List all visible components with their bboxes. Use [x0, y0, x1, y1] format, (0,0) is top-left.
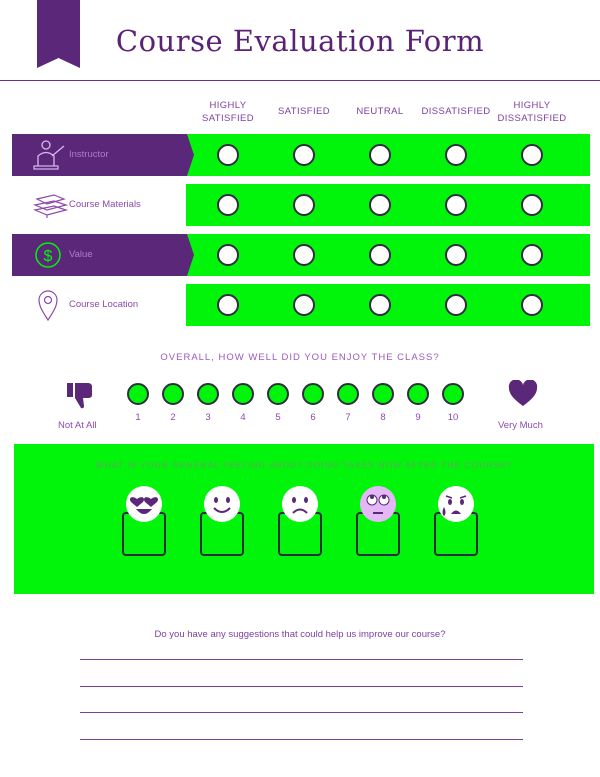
col-satisfied: SATISFIED [278, 106, 330, 117]
teacher-icon [33, 140, 65, 170]
page-title: Course Evaluation Form [115, 24, 485, 58]
scale-option-1[interactable] [127, 383, 149, 405]
scale-number: 6 [310, 412, 316, 423]
scale-option-3[interactable] [197, 383, 219, 405]
radio-instructor-highly-dissatisfied[interactable] [521, 144, 543, 166]
radio-value-highly-satisfied[interactable] [217, 244, 239, 266]
radio-materials-highly-dissatisfied[interactable] [521, 194, 543, 216]
radio-value-dissatisfied[interactable] [445, 244, 467, 266]
scale-number: 10 [447, 412, 459, 423]
col-highly-satisfied: HIGHLY SATISFIED [202, 100, 254, 124]
scale-option-9[interactable] [407, 383, 429, 405]
radio-location-highly-dissatisfied[interactable] [521, 294, 543, 316]
radio-value-satisfied[interactable] [293, 244, 315, 266]
header-divider [0, 80, 600, 81]
scale-number: 7 [345, 412, 351, 423]
radio-instructor-neutral[interactable] [369, 144, 391, 166]
radio-instructor-dissatisfied[interactable] [445, 144, 467, 166]
svg-text:$: $ [44, 248, 53, 265]
radio-materials-neutral[interactable] [369, 194, 391, 216]
radio-materials-highly-satisfied[interactable] [217, 194, 239, 216]
row-label-box: $ Value [12, 234, 194, 276]
scale-number: 1 [135, 412, 141, 423]
heart-icon [508, 380, 538, 406]
row-label: Instructor [69, 149, 109, 160]
col-neutral: NEUTRAL [356, 106, 404, 117]
scale-option-7[interactable] [337, 383, 359, 405]
col-highly-dissatisfied: HIGHLY DISSATISFIED [497, 100, 567, 124]
thumbs-down-icon [67, 383, 92, 409]
scale-number: 4 [240, 412, 246, 423]
crying-emoji-icon [438, 486, 474, 522]
answer-line-4[interactable] [80, 739, 523, 740]
eye-roll-emoji-icon [360, 486, 396, 522]
radio-value-neutral[interactable] [369, 244, 391, 266]
radio-location-highly-satisfied[interactable] [217, 294, 239, 316]
radio-materials-dissatisfied[interactable] [445, 194, 467, 216]
radio-instructor-highly-satisfied[interactable] [217, 144, 239, 166]
location-pin-icon [38, 290, 58, 322]
scale-high-label: Very Much [498, 420, 543, 431]
dollar-icon: $ [35, 242, 61, 268]
scale-option-2[interactable] [162, 383, 184, 405]
row-label-box: Course Location [12, 284, 194, 326]
feeling-question: WHAT IS YOUR GENERAL FEELING ABOUT DOING… [95, 460, 513, 470]
answer-line-2[interactable] [80, 686, 523, 687]
heart-eyes-emoji-icon [126, 486, 162, 522]
row-label: Course Materials [69, 199, 141, 210]
enjoy-question: OVERALL, HOW WELL DID YOU ENJOY THE CLAS… [160, 352, 440, 363]
radio-instructor-satisfied[interactable] [293, 144, 315, 166]
scale-option-8[interactable] [372, 383, 394, 405]
radio-location-neutral[interactable] [369, 294, 391, 316]
radio-location-satisfied[interactable] [293, 294, 315, 316]
row-label: Value [69, 249, 93, 260]
scale-option-5[interactable] [267, 383, 289, 405]
row-label: Course Location [69, 299, 139, 310]
suggestions-question: Do you have any suggestions that could h… [154, 629, 446, 640]
scale-number: 5 [275, 412, 281, 423]
scale-number: 9 [415, 412, 421, 423]
smile-emoji-icon [204, 486, 240, 522]
scale-option-4[interactable] [232, 383, 254, 405]
books-icon [32, 194, 68, 218]
scale-option-6[interactable] [302, 383, 324, 405]
scale-number: 2 [170, 412, 176, 423]
bookmark-ribbon-icon [37, 0, 80, 68]
radio-materials-satisfied[interactable] [293, 194, 315, 216]
scale-low-label: Not At All [58, 420, 97, 431]
row-label-box: Course Materials [12, 184, 194, 226]
frown-emoji-icon [282, 486, 318, 522]
answer-line-3[interactable] [80, 712, 523, 713]
col-dissatisfied: DISSATISFIED [421, 106, 491, 117]
radio-value-highly-dissatisfied[interactable] [521, 244, 543, 266]
scale-option-10[interactable] [442, 383, 464, 405]
scale-number: 8 [380, 412, 386, 423]
answer-line-1[interactable] [80, 659, 523, 660]
row-label-box: Instructor [12, 134, 194, 176]
scale-number: 3 [205, 412, 211, 423]
radio-location-dissatisfied[interactable] [445, 294, 467, 316]
